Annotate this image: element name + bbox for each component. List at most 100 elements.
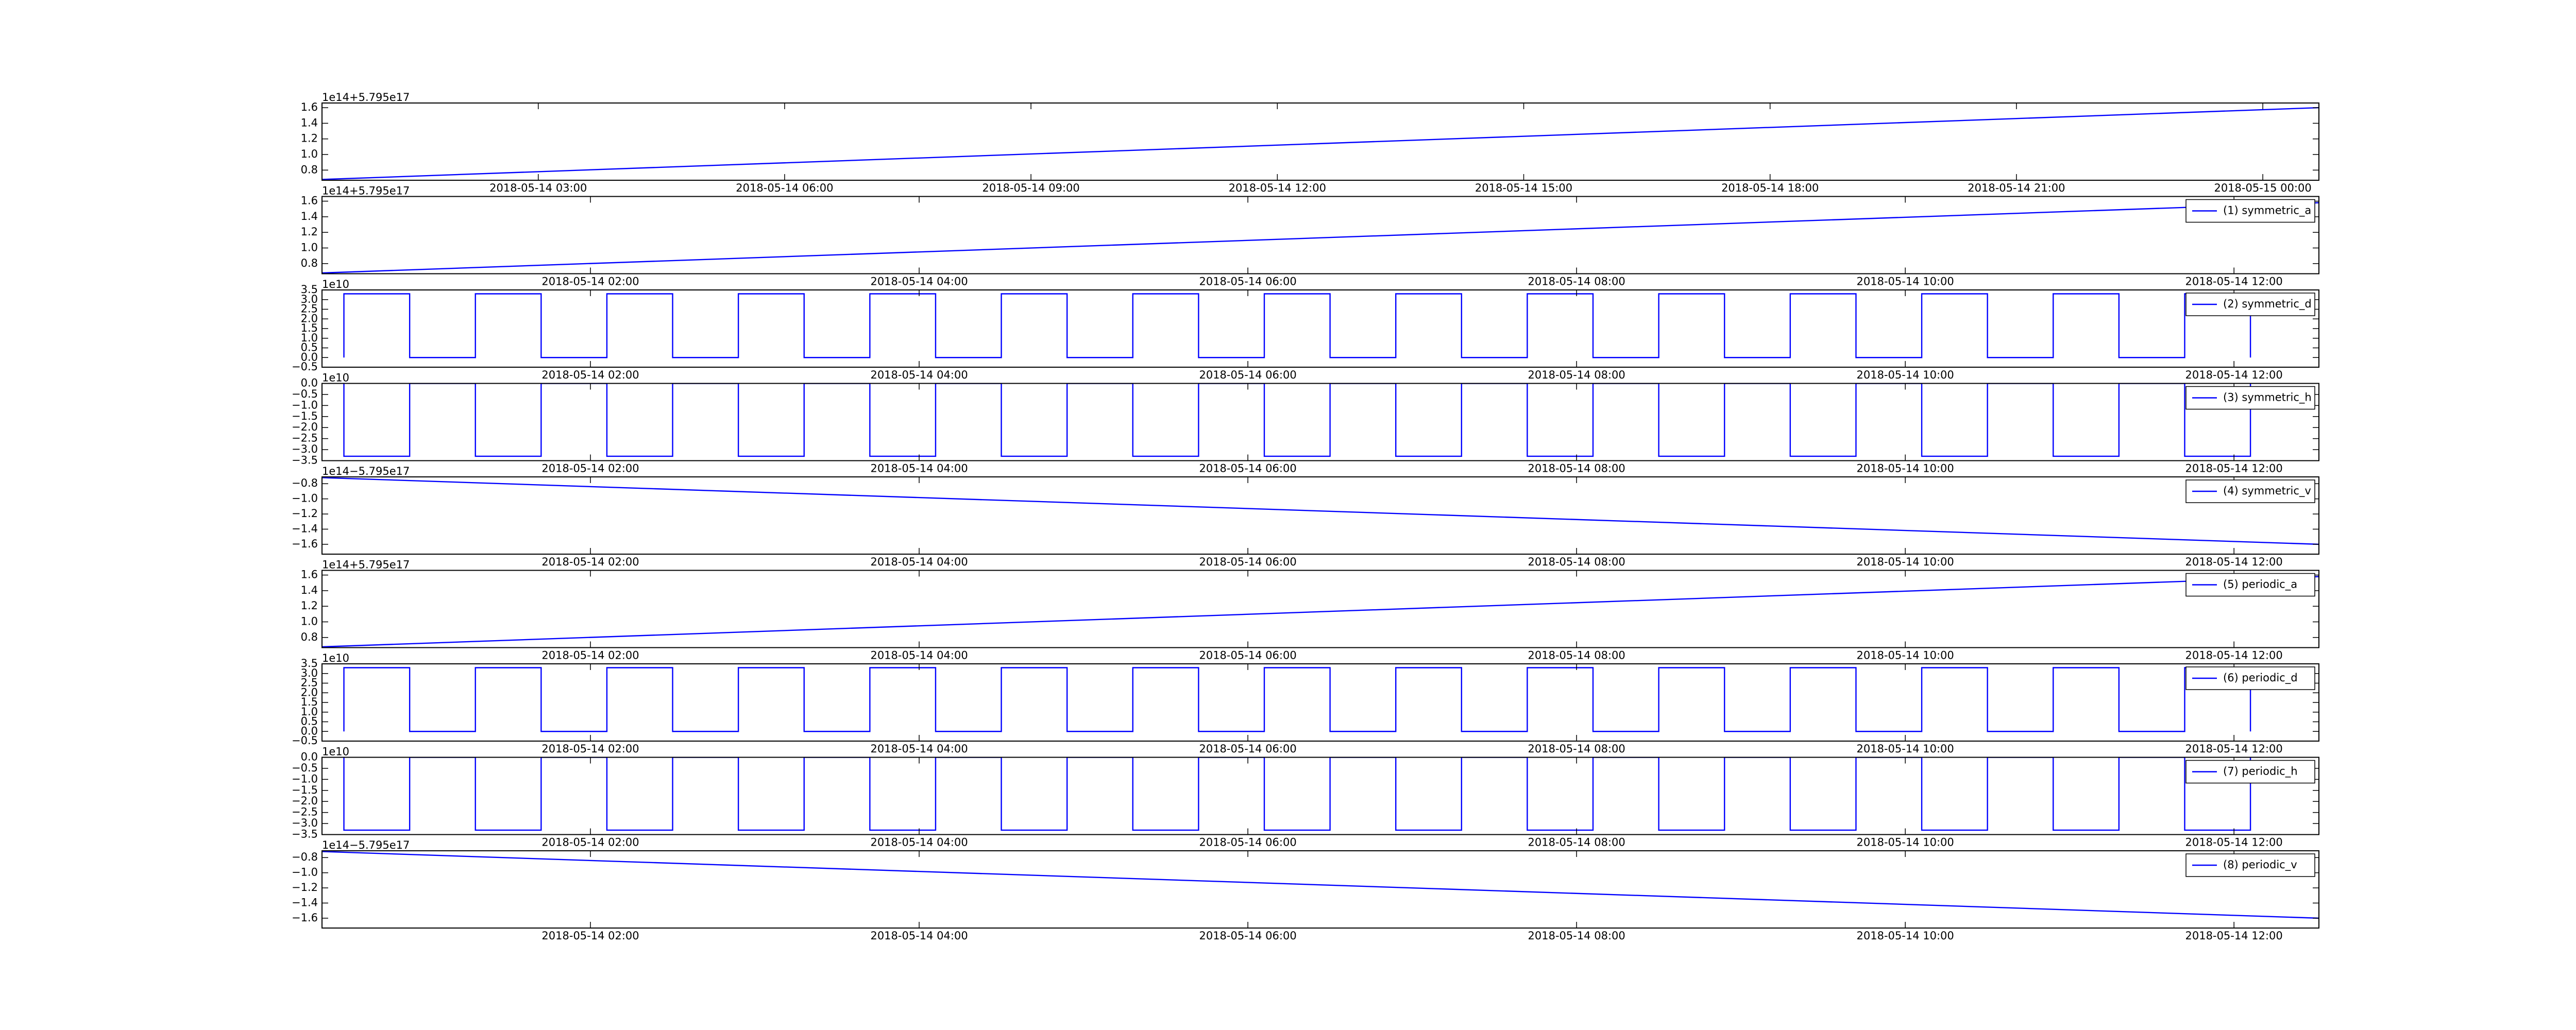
x-tick-label: 2018-05-14 06:00 (1199, 556, 1296, 568)
x-tick-label: 2018-05-14 09:00 (982, 182, 1080, 194)
legend-label: (6) periodic_d (2223, 672, 2298, 684)
x-tick-label: 2018-05-14 12:00 (2185, 556, 2283, 568)
offset-text: 1e14+5.795e17 (322, 559, 410, 571)
y-tick-label: 1.5 (301, 322, 318, 334)
y-tick-label: −1.4 (292, 522, 318, 535)
series-line (322, 202, 2319, 274)
x-tick-label: 2018-05-14 02:00 (541, 369, 639, 381)
series-line (343, 383, 2251, 457)
x-tick-label: 2018-05-14 02:00 (541, 836, 639, 849)
y-tick-label: 1.4 (301, 210, 318, 222)
y-tick-label: −2.5 (292, 432, 318, 444)
x-tick-label: 2018-05-14 08:00 (1528, 462, 1625, 475)
y-tick-label: 1.0 (301, 148, 318, 160)
x-tick-label: 2018-05-14 08:00 (1528, 649, 1625, 662)
y-tick-label: 1.0 (301, 615, 318, 628)
y-tick-label: −2.0 (292, 795, 318, 807)
series-line (322, 851, 2319, 919)
y-tick-label: 0.0 (301, 377, 318, 389)
y-tick-label: −1.2 (292, 507, 318, 520)
x-tick-label: 2018-05-14 02:00 (541, 462, 639, 475)
y-tick-label: −0.8 (292, 851, 318, 863)
y-tick-label: −3.5 (292, 828, 318, 840)
legend-label: (1) symmetric_a (2223, 204, 2311, 217)
y-tick-label: 2.0 (301, 686, 318, 698)
x-tick-label: 2018-05-14 06:00 (1199, 369, 1296, 381)
y-tick-label: 2.5 (301, 303, 318, 315)
x-tick-label: 2018-05-14 08:00 (1528, 836, 1625, 849)
x-tick-label: 2018-05-14 04:00 (870, 462, 968, 475)
x-tick-label: 2018-05-14 06:00 (1199, 743, 1296, 755)
x-tick-label: 2018-05-14 06:00 (1199, 930, 1296, 942)
y-tick-label: 2.0 (301, 312, 318, 324)
y-tick-label: 1.5 (301, 696, 318, 708)
x-tick-label: 2018-05-14 08:00 (1528, 369, 1625, 381)
x-tick-label: 2018-05-14 10:00 (1857, 369, 1954, 381)
x-tick-label: 2018-05-14 10:00 (1857, 743, 1954, 755)
x-tick-label: 2018-05-14 04:00 (870, 930, 968, 942)
series-line (343, 293, 2251, 358)
axes-frame (321, 476, 2319, 555)
x-tick-label: 2018-05-14 06:00 (1199, 276, 1296, 288)
x-tick-label: 2018-05-14 04:00 (870, 743, 968, 755)
x-tick-label: 2018-05-14 02:00 (541, 276, 639, 288)
y-tick-label: −1.0 (292, 866, 318, 879)
x-tick-label: 2018-05-14 08:00 (1528, 743, 1625, 755)
y-tick-label: −3.0 (292, 817, 318, 829)
x-tick-label: 2018-05-14 12:00 (2185, 836, 2283, 849)
x-tick-label: 2018-05-14 21:00 (1968, 182, 2065, 194)
axes-frame (321, 383, 2319, 461)
series-line (322, 576, 2319, 648)
y-tick-label: −1.5 (292, 784, 318, 796)
series-line (322, 477, 2319, 545)
y-tick-label: −0.5 (292, 388, 318, 400)
x-tick-label: 2018-05-14 06:00 (1199, 836, 1296, 849)
y-tick-label: −3.5 (292, 454, 318, 467)
axes-frame (321, 102, 2319, 181)
x-tick-label: 2018-05-14 02:00 (541, 743, 639, 755)
x-tick-label: 2018-05-14 02:00 (541, 649, 639, 662)
y-tick-label: 1.0 (301, 706, 318, 718)
x-tick-label: 2018-05-14 06:00 (736, 182, 833, 194)
x-tick-label: 2018-05-14 10:00 (1857, 276, 1954, 288)
y-tick-label: 1.6 (301, 569, 318, 581)
axes-frame (321, 850, 2319, 929)
y-tick-label: 1.0 (301, 242, 318, 254)
legend-label: (5) periodic_a (2223, 578, 2297, 591)
y-tick-label: −1.4 (292, 896, 318, 908)
offset-text: 1e14+5.795e17 (322, 91, 410, 104)
x-tick-label: 2018-05-14 15:00 (1475, 182, 1572, 194)
y-tick-label: −0.5 (292, 360, 318, 373)
y-tick-label: 0.0 (301, 351, 318, 363)
y-tick-label: 3.0 (301, 293, 318, 305)
x-tick-label: 2018-05-15 00:00 (2214, 182, 2311, 194)
legend-label: (2) symmetric_d (2223, 298, 2312, 311)
series-line (343, 757, 2251, 831)
offset-text: 1e10 (322, 746, 349, 758)
x-tick-label: 2018-05-14 08:00 (1528, 556, 1625, 568)
axes-frame (321, 757, 2319, 835)
y-tick-label: 1.0 (301, 332, 318, 344)
series-line (322, 107, 2319, 180)
x-tick-label: 2018-05-14 18:00 (1721, 182, 1819, 194)
y-tick-label: −0.5 (292, 734, 318, 747)
y-tick-label: 1.2 (301, 599, 318, 612)
x-tick-label: 2018-05-14 12:00 (2185, 462, 2283, 475)
y-tick-label: 2.5 (301, 677, 318, 689)
offset-text: 1e10 (322, 278, 349, 290)
x-tick-label: 2018-05-14 12:00 (2185, 743, 2283, 755)
x-tick-label: 2018-05-14 10:00 (1857, 462, 1954, 475)
y-tick-label: 1.6 (301, 195, 318, 207)
x-tick-label: 2018-05-14 10:00 (1857, 649, 1954, 662)
y-tick-label: −0.8 (292, 477, 318, 489)
x-tick-label: 2018-05-14 04:00 (870, 369, 968, 381)
y-tick-label: 1.2 (301, 226, 318, 238)
y-tick-label: −2.5 (292, 806, 318, 818)
axes-frame (321, 570, 2319, 648)
x-tick-label: 2018-05-14 10:00 (1857, 556, 1954, 568)
x-tick-label: 2018-05-14 02:00 (541, 556, 639, 568)
offset-text: 1e14+5.795e17 (322, 185, 410, 197)
y-tick-label: 1.4 (301, 584, 318, 596)
